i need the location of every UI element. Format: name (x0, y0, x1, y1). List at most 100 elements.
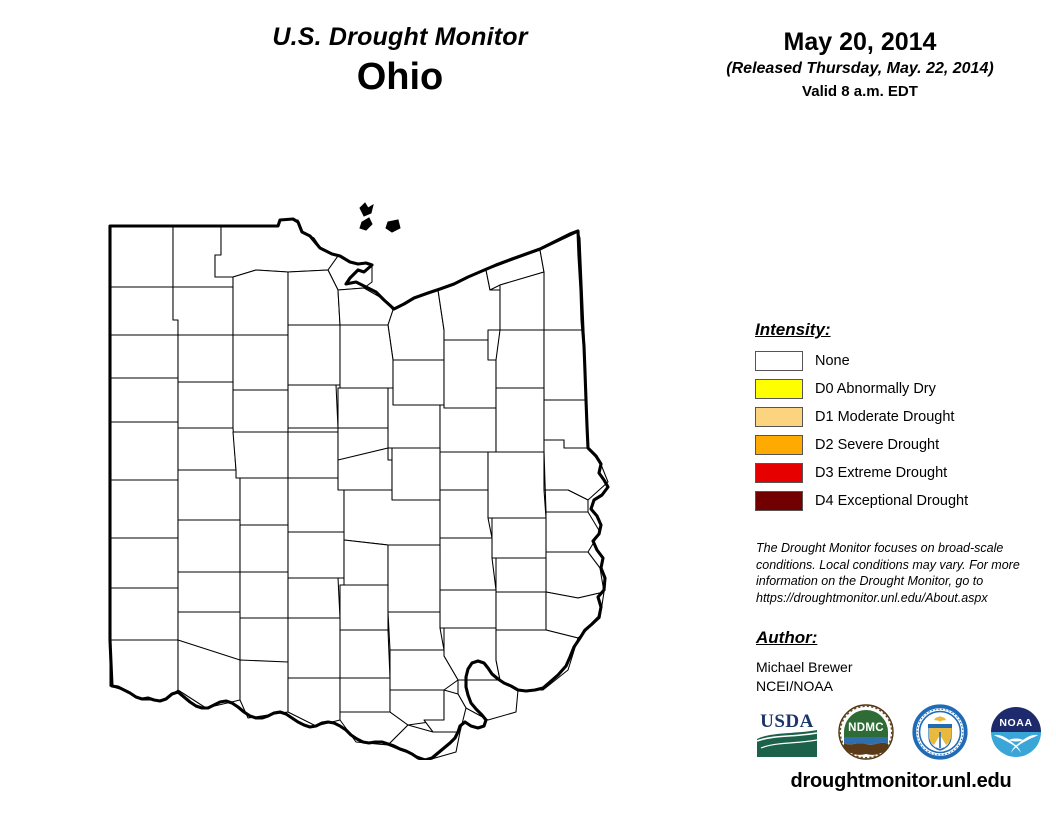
header-date-block: May 20, 2014 (Released Thursday, May. 22… (700, 28, 1020, 103)
county-miami (178, 520, 240, 572)
legend-label-d0: D0 Abnormally Dry (815, 380, 936, 397)
county-erie (338, 288, 393, 325)
county-holmes (440, 452, 488, 490)
legend-swatch-d3 (755, 462, 803, 483)
disclaimer-link[interactable]: https://droughtmonitor.unl.edu/About.asp… (756, 590, 988, 605)
legend-swatch-d0 (755, 378, 803, 399)
county-morgan (496, 592, 546, 630)
page-title-state: Ohio (356, 55, 444, 98)
county-champaign (240, 478, 288, 525)
legend-label-d4: D4 Exceptional Drought (815, 492, 969, 509)
county-monroe (546, 592, 604, 638)
county-wayne (440, 405, 496, 452)
disclaimer-line-2: conditions. Local conditions may vary. F… (756, 557, 1020, 572)
ohio-drought-map[interactable] (88, 160, 698, 760)
county-fayette (288, 578, 340, 618)
map-valid-time: Valid 8 a.m. EDT (802, 82, 918, 100)
county-union (288, 432, 338, 478)
kelleys-island-icon (385, 219, 401, 233)
county-hancock (233, 335, 288, 390)
legend-swatch-d4 (755, 490, 803, 511)
county-hamilton (110, 640, 178, 700)
county-shelby (178, 470, 240, 520)
county-muskingum (440, 538, 496, 590)
map-valid-date: May 20, 2014 (783, 28, 937, 56)
county-tuscarawas (488, 452, 546, 518)
author-name: Michael Brewer (756, 659, 853, 675)
legend-item-d4[interactable]: D4 Exceptional Drought (755, 489, 1025, 512)
legend-label-none: None (815, 352, 850, 369)
county-coshocton (440, 490, 492, 538)
county-perry (440, 590, 496, 628)
county-delaware (288, 478, 344, 532)
ndmc-logo[interactable]: NDMC (837, 703, 894, 765)
county-butler (110, 588, 178, 640)
county-preble (110, 538, 178, 588)
state-boundary-layer (110, 219, 608, 760)
county-madison (288, 532, 344, 578)
county-mercer (110, 422, 178, 480)
county-medina (393, 360, 444, 405)
county-portage (496, 330, 544, 388)
author-block: Author: Michael Brewer NCEI/NOAA (756, 628, 1016, 696)
usda-logo[interactable]: USDA (755, 704, 819, 764)
svg-text:USDA: USDA (760, 711, 814, 732)
bass-island-north-icon (359, 202, 374, 217)
bass-island-middle-icon (359, 217, 373, 231)
county-pickaway (340, 585, 388, 630)
map-release-date: (Released Thursday, May. 22, 2014) (726, 59, 994, 77)
county-highland (288, 618, 340, 678)
county-putnam (178, 335, 233, 382)
county-paulding (110, 335, 178, 378)
county-clinton (240, 618, 288, 662)
legend-swatch-d1 (755, 406, 803, 427)
ohio-state-outline (110, 219, 608, 760)
svg-text:NOAA: NOAA (999, 717, 1032, 729)
county-belmont (546, 552, 604, 598)
county-hardin (233, 390, 288, 432)
county-wood (233, 270, 288, 335)
page-title-program: U.S. Drought Monitor (272, 23, 528, 51)
header-title-block: U.S. Drought Monitor Ohio (190, 23, 610, 101)
county-logan (233, 432, 288, 478)
county-allen (178, 382, 233, 428)
legend-item-d0[interactable]: D0 Abnormally Dry (755, 377, 1025, 400)
county-layer (110, 220, 608, 760)
county-van-wert (110, 378, 178, 422)
county-trumbull (544, 330, 586, 400)
legend-heading: Intensity: (755, 320, 831, 339)
university-seal-logo[interactable] (912, 703, 968, 765)
county-sandusky (288, 270, 340, 325)
site-url[interactable]: droughtmonitor.unl.edu (790, 770, 1012, 792)
legend-swatch-d2 (755, 434, 803, 455)
legend-label-d2: D2 Severe Drought (815, 436, 940, 453)
county-noble (496, 558, 546, 592)
county-fairfield (388, 545, 440, 612)
partner-logo-row: USDA NDMC (755, 703, 1045, 765)
svg-text:NDMC: NDMC (848, 722, 884, 734)
author-organization: NCEI/NOAA (756, 677, 834, 694)
noaa-logo[interactable]: NOAA (987, 704, 1045, 765)
county-lorain (388, 290, 444, 360)
county-crawford (338, 388, 388, 432)
county-huron (340, 325, 393, 388)
county-clermont (178, 640, 240, 708)
county-stark (496, 388, 544, 452)
county-hocking (388, 612, 444, 650)
county-brown (240, 660, 288, 718)
county-henry (173, 287, 233, 335)
legend-item-none[interactable]: None (755, 349, 1025, 372)
county-summit (444, 340, 496, 408)
legend-item-d3[interactable]: D3 Extreme Drought (755, 461, 1025, 484)
county-darke (110, 480, 178, 538)
county-auglaize (178, 428, 236, 470)
county-pike (340, 678, 390, 712)
county-harrison (546, 512, 600, 552)
legend-item-d1[interactable]: D1 Moderate Drought (755, 405, 1025, 428)
county-knox (392, 448, 440, 500)
county-williams (110, 226, 173, 287)
county-wyandot (288, 385, 338, 428)
legend-item-d2[interactable]: D2 Severe Drought (755, 433, 1025, 456)
county-clark (240, 525, 288, 572)
county-defiance (110, 287, 178, 335)
